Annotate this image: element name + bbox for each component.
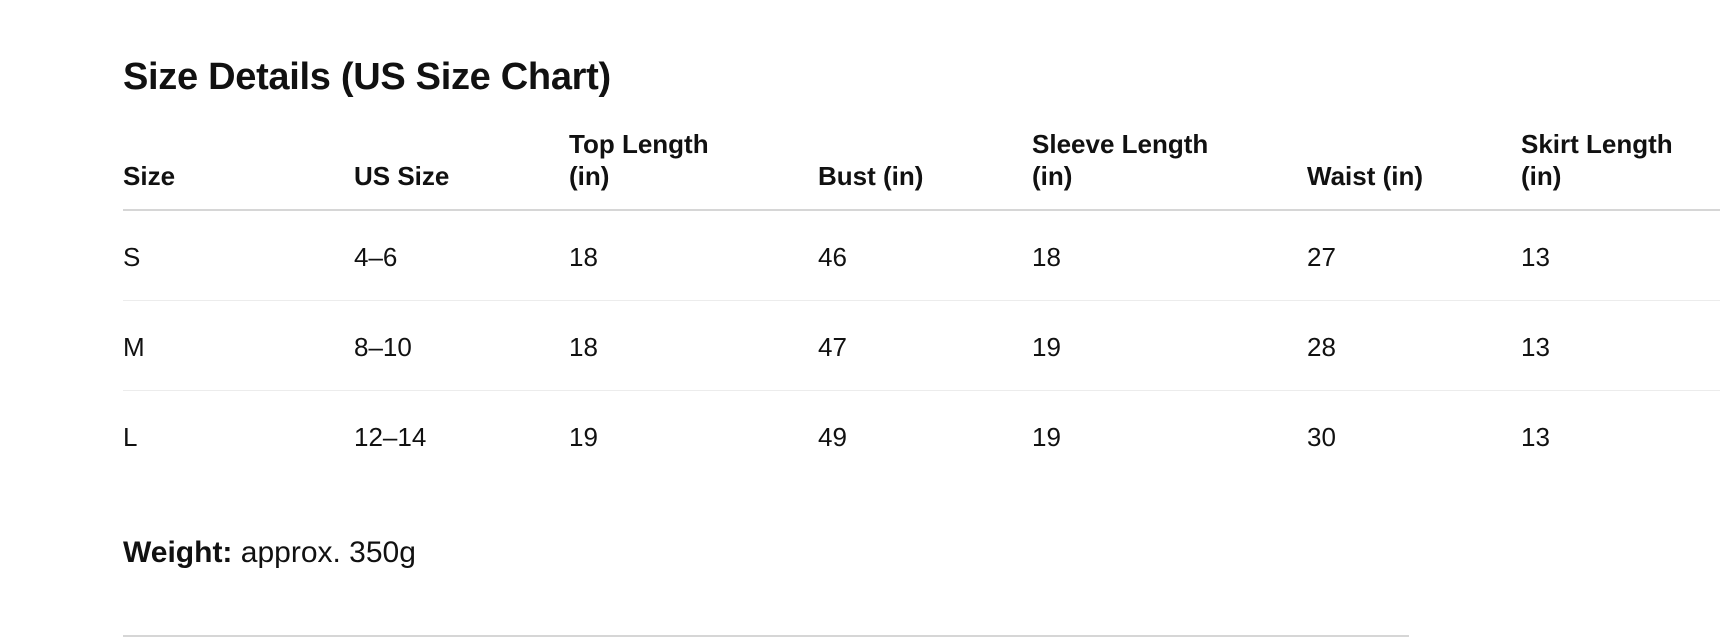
table-cell: 18 bbox=[1032, 242, 1061, 272]
table-cell: 19 bbox=[1032, 422, 1061, 452]
header-divider bbox=[123, 209, 1720, 211]
column-header: Top Length (in) bbox=[569, 128, 709, 192]
table-cell: 49 bbox=[818, 422, 847, 452]
column-header-unit: (in) bbox=[569, 161, 610, 191]
table-cell: 30 bbox=[1307, 422, 1336, 452]
row-divider bbox=[123, 390, 1720, 391]
table-cell: L bbox=[123, 422, 138, 452]
table-cell: 12–14 bbox=[354, 422, 427, 452]
weight-label: Weight: bbox=[123, 536, 233, 569]
row-divider bbox=[123, 300, 1720, 301]
column-header-line: Skirt Length bbox=[1521, 129, 1673, 159]
column-header-line: Top Length bbox=[569, 129, 709, 159]
column-header-line: Waist (in) bbox=[1307, 161, 1424, 191]
table-cell: 28 bbox=[1307, 332, 1336, 362]
table-cell: 27 bbox=[1307, 242, 1336, 272]
table-cell: 19 bbox=[569, 422, 598, 452]
column-header-line: US Size bbox=[354, 161, 450, 191]
table-cell: S bbox=[123, 242, 141, 272]
weight-info: Weight: approx. 350g bbox=[123, 536, 416, 570]
table-cell: 13 bbox=[1521, 422, 1550, 452]
column-header-line: Bust (in) bbox=[818, 161, 924, 191]
column-header-unit: (in) bbox=[1521, 161, 1562, 191]
table-cell: 13 bbox=[1521, 332, 1550, 362]
column-header: Bust (in) bbox=[818, 160, 923, 192]
column-header-line: Size bbox=[123, 161, 176, 191]
table-cell: M bbox=[123, 332, 145, 362]
section-divider bbox=[123, 635, 1409, 637]
column-header-line: Sleeve Length bbox=[1032, 129, 1209, 159]
table-cell: 13 bbox=[1521, 242, 1550, 272]
column-header: US Size bbox=[354, 160, 449, 192]
column-header: Waist (in) bbox=[1307, 160, 1423, 192]
table-cell: 18 bbox=[569, 332, 598, 362]
table-cell: 4–6 bbox=[354, 242, 398, 272]
page-title: Size Details (US Size Chart) bbox=[123, 56, 611, 98]
table-cell: 18 bbox=[569, 242, 598, 272]
column-header: Skirt Length (in) bbox=[1521, 128, 1673, 192]
table-cell: 46 bbox=[818, 242, 847, 272]
weight-value: approx. 350g bbox=[232, 536, 416, 569]
table-cell: 8–10 bbox=[354, 332, 412, 362]
table-cell: 19 bbox=[1032, 332, 1061, 362]
column-header: Size bbox=[123, 160, 175, 192]
column-header-unit: (in) bbox=[1032, 161, 1073, 191]
column-header: Sleeve Length (in) bbox=[1032, 128, 1208, 192]
table-cell: 47 bbox=[818, 332, 847, 362]
